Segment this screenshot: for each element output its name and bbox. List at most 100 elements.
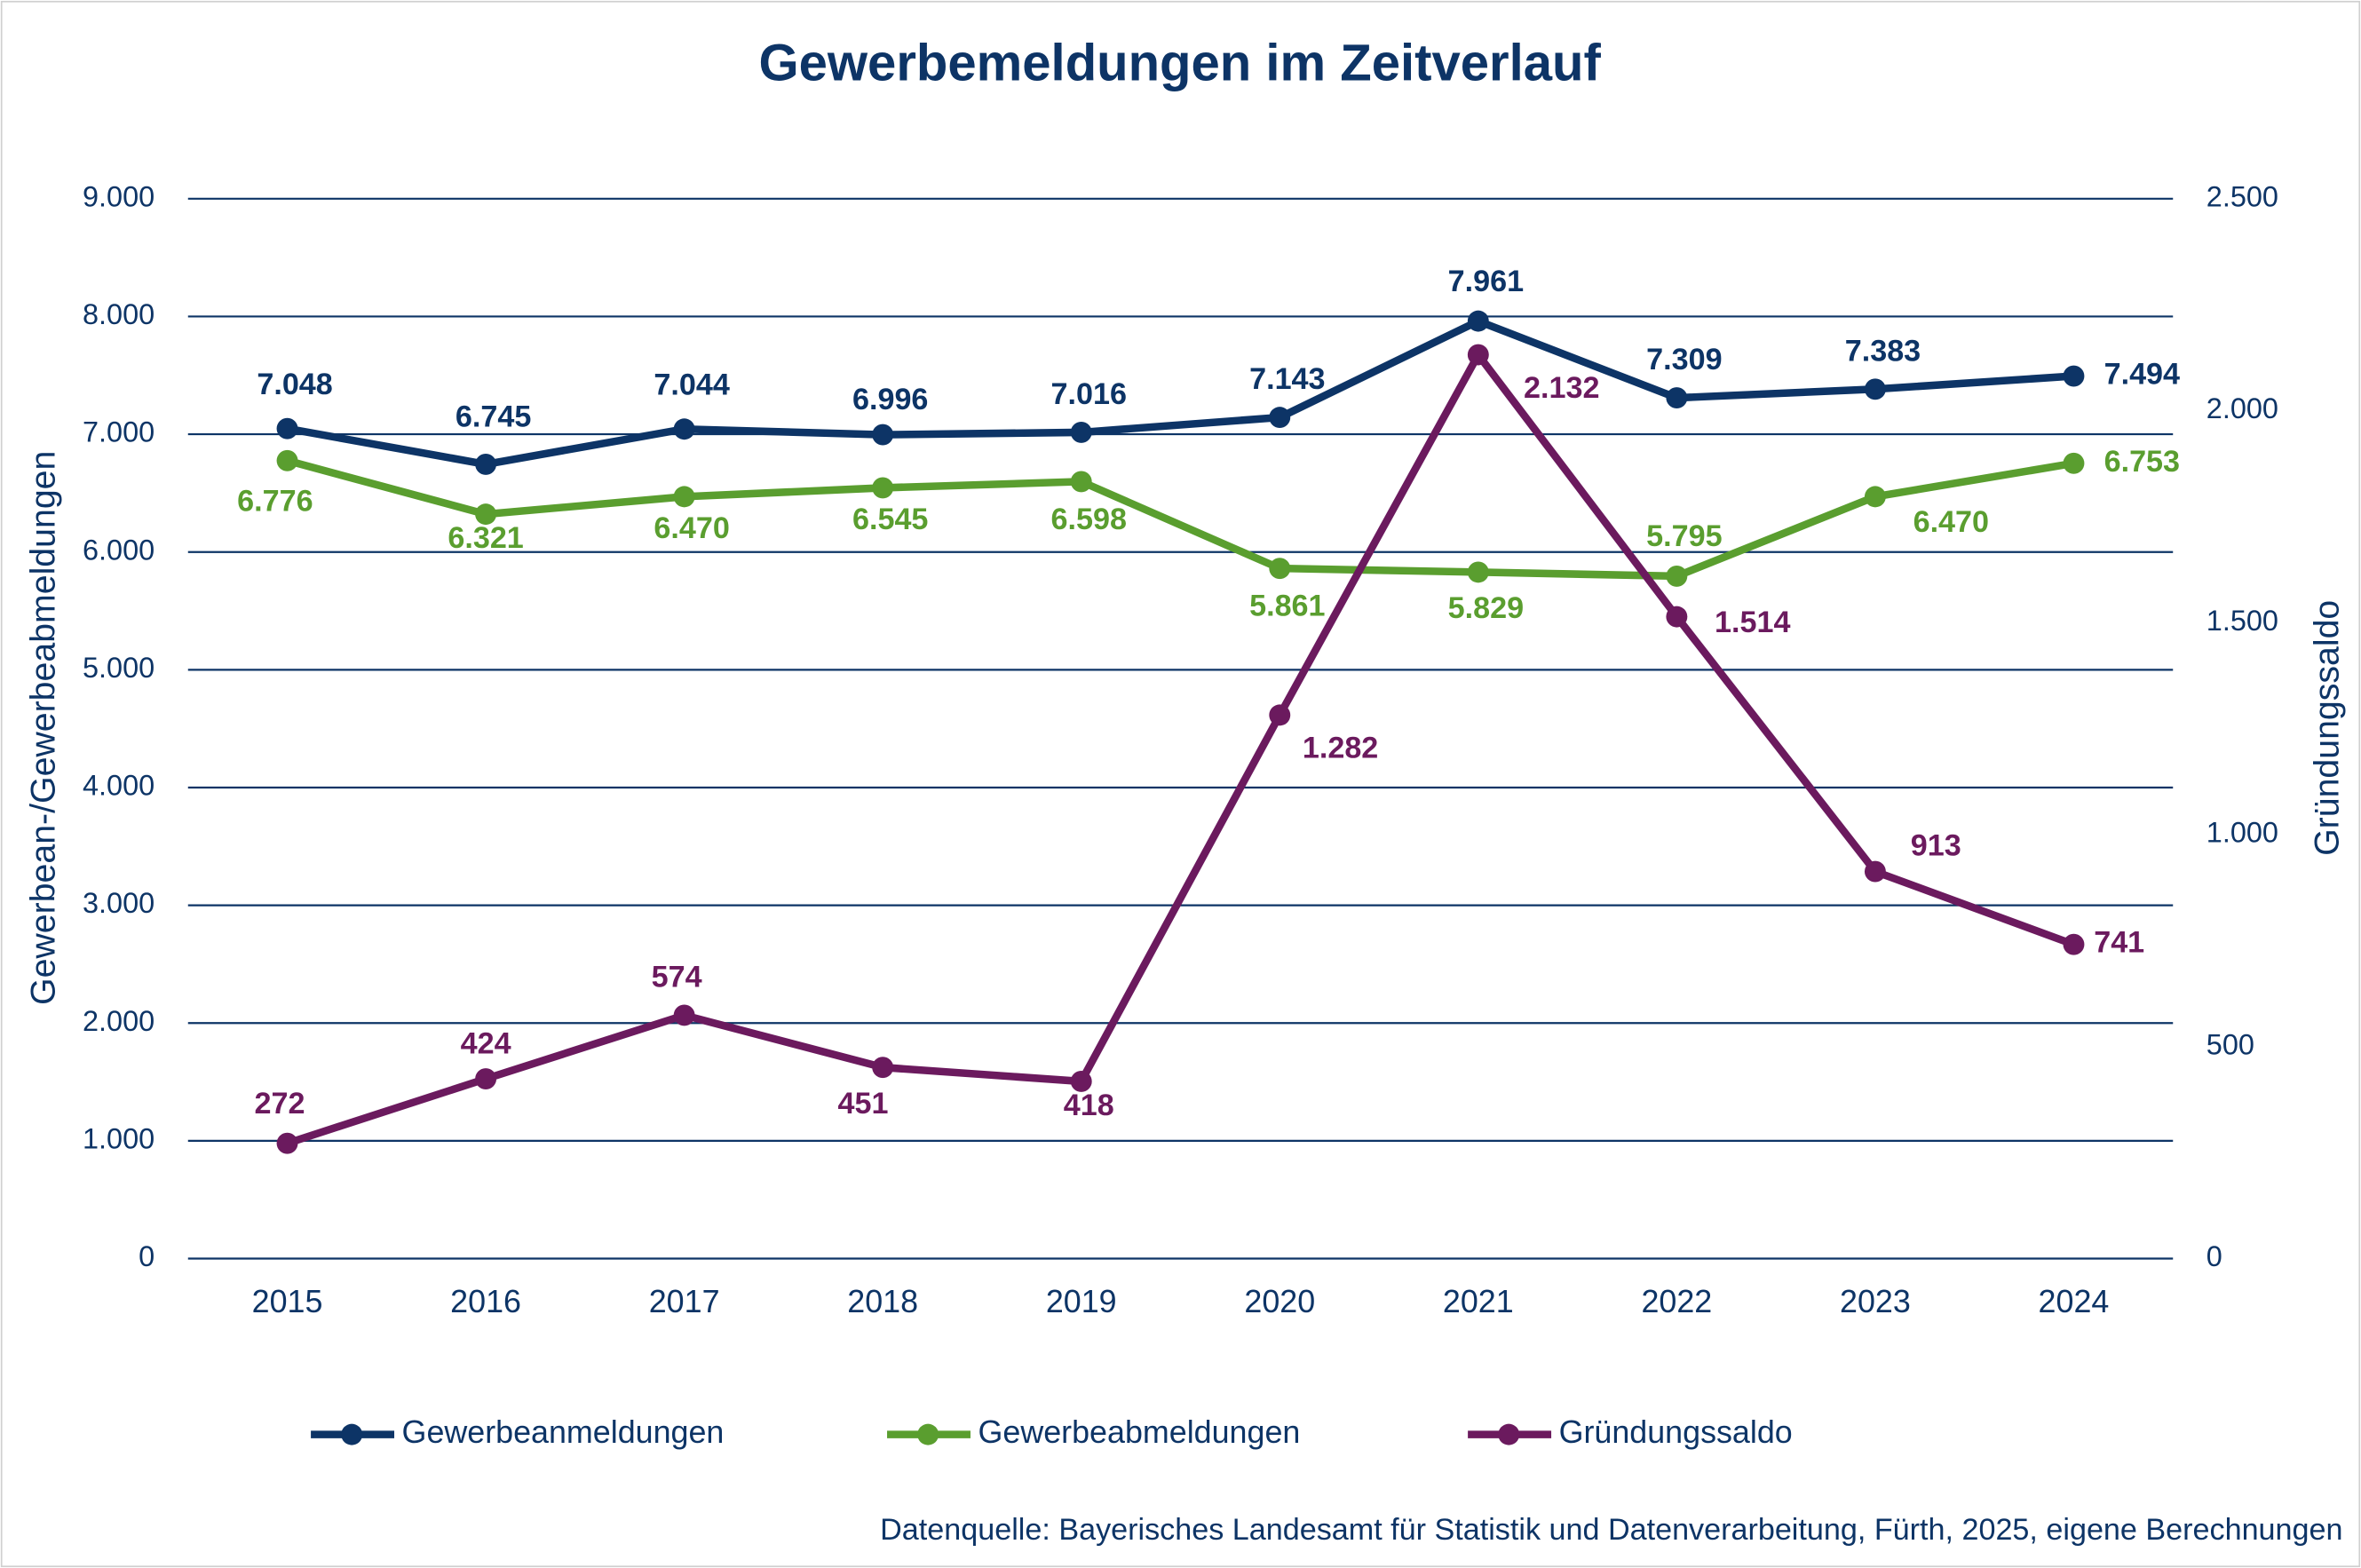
y-tick-label: 8.000 bbox=[83, 298, 154, 330]
data-label: 7.048 bbox=[257, 368, 332, 401]
data-label: 7.961 bbox=[1448, 265, 1524, 298]
point bbox=[1070, 421, 1092, 443]
y-axis-label: Gewerbean-/Gewerbeabmeldungen bbox=[24, 451, 63, 1005]
data-label: 6.545 bbox=[852, 503, 928, 536]
legend-label: Gewerbeabmeldungen bbox=[978, 1414, 1301, 1450]
point bbox=[1666, 387, 1688, 409]
x-tick-label: 2016 bbox=[450, 1284, 521, 1319]
data-label: 7.383 bbox=[1845, 334, 1921, 368]
y-tick-label: 1.000 bbox=[83, 1122, 154, 1154]
data-label: 6.996 bbox=[852, 383, 928, 416]
point bbox=[2063, 365, 2085, 387]
y-tick-label: 5.000 bbox=[83, 652, 154, 684]
x-tick-label: 2023 bbox=[1840, 1284, 1911, 1319]
y-tick-label: 4.000 bbox=[83, 770, 154, 802]
point bbox=[475, 1068, 497, 1090]
point bbox=[1070, 471, 1092, 493]
data-label: 6.753 bbox=[2104, 445, 2180, 479]
legend-label: Gründungssaldo bbox=[1559, 1414, 1793, 1450]
point bbox=[1666, 565, 1688, 587]
y2-tick-label: 2.500 bbox=[2207, 180, 2278, 212]
point bbox=[2063, 452, 2085, 474]
point bbox=[872, 477, 894, 499]
data-label: 451 bbox=[837, 1087, 888, 1121]
data-label: 6.745 bbox=[456, 400, 531, 434]
point bbox=[1269, 558, 1291, 580]
data-label: 7.044 bbox=[654, 368, 729, 401]
line bbox=[286, 317, 2074, 469]
data-label: 6.321 bbox=[448, 521, 523, 555]
y2-tick-label: 0 bbox=[2207, 1240, 2222, 1272]
x-tick-label: 2017 bbox=[649, 1284, 720, 1319]
point bbox=[1666, 606, 1688, 628]
y-tick-label: 0 bbox=[139, 1240, 154, 1272]
data-label: 6.776 bbox=[237, 485, 313, 519]
point bbox=[1864, 860, 1886, 883]
x-tick-label: 2018 bbox=[847, 1284, 918, 1319]
point bbox=[1070, 1070, 1092, 1092]
y2-axis-label: Gründungssaldo bbox=[2308, 600, 2347, 856]
data-label: 5.795 bbox=[1646, 519, 1722, 553]
y2-tick-label: 1.000 bbox=[2207, 817, 2278, 849]
data-label: 574 bbox=[652, 960, 702, 994]
legend-marker bbox=[917, 1423, 939, 1445]
point bbox=[475, 503, 497, 526]
x-tick-label: 2021 bbox=[1443, 1284, 1514, 1319]
data-label: 7.494 bbox=[2104, 358, 2180, 392]
y2-tick-label: 500 bbox=[2207, 1028, 2254, 1060]
data-label: 7.309 bbox=[1646, 343, 1722, 376]
data-label: 1.282 bbox=[1303, 732, 1378, 765]
y-tick-label: 2.000 bbox=[83, 1005, 154, 1037]
data-label: 7.016 bbox=[1051, 377, 1127, 411]
point bbox=[673, 418, 695, 440]
legend-marker bbox=[341, 1423, 363, 1445]
point bbox=[1864, 486, 1886, 508]
data-label: 5.829 bbox=[1448, 591, 1524, 625]
data-label: 6.470 bbox=[654, 511, 729, 545]
data-label: 2.132 bbox=[1524, 371, 1599, 405]
point bbox=[673, 1004, 695, 1026]
point bbox=[673, 486, 695, 508]
y2-tick-label: 2.000 bbox=[2207, 392, 2278, 424]
legend-label: Gewerbeanmeldungen bbox=[402, 1414, 725, 1450]
x-tick-label: 2020 bbox=[1244, 1284, 1315, 1319]
point bbox=[276, 449, 298, 471]
point bbox=[872, 424, 894, 446]
line bbox=[286, 351, 2075, 1147]
y-tick-label: 3.000 bbox=[83, 887, 154, 919]
chart-title: Gewerbemeldungen im Zeitverlauf bbox=[758, 35, 1601, 92]
point bbox=[1864, 378, 1886, 400]
y-tick-label: 6.000 bbox=[83, 534, 154, 566]
data-label: 5.861 bbox=[1249, 590, 1325, 623]
y-tick-label: 9.000 bbox=[83, 180, 154, 212]
point bbox=[1467, 310, 1489, 332]
data-label: 7.143 bbox=[1249, 362, 1325, 396]
x-tick-label: 2019 bbox=[1046, 1284, 1117, 1319]
source: Datenquelle: Bayerisches Landesamt für S… bbox=[880, 1513, 2342, 1547]
x-tick-label: 2015 bbox=[252, 1284, 323, 1319]
data-label: 1.514 bbox=[1715, 606, 1790, 639]
point bbox=[1467, 561, 1489, 583]
point bbox=[276, 1132, 298, 1154]
x-tick-label: 2024 bbox=[2039, 1284, 2110, 1319]
line bbox=[286, 456, 2075, 581]
data-label: 418 bbox=[1064, 1089, 1114, 1122]
data-label: 6.470 bbox=[1913, 505, 1989, 539]
x-tick-label: 2022 bbox=[1641, 1284, 1712, 1319]
point bbox=[276, 417, 298, 440]
data-label: 913 bbox=[1911, 828, 1961, 862]
point bbox=[1467, 344, 1489, 366]
data-label: 6.598 bbox=[1051, 503, 1127, 536]
data-label: 741 bbox=[2094, 926, 2144, 960]
point bbox=[872, 1057, 894, 1079]
point bbox=[2063, 933, 2085, 955]
y-tick-label: 7.000 bbox=[83, 416, 154, 448]
point bbox=[1269, 407, 1291, 429]
point bbox=[475, 453, 497, 475]
data-label: 424 bbox=[461, 1027, 511, 1061]
data-label: 272 bbox=[255, 1087, 305, 1121]
legend-marker bbox=[1498, 1423, 1520, 1445]
y2-tick-label: 1.500 bbox=[2207, 605, 2278, 637]
